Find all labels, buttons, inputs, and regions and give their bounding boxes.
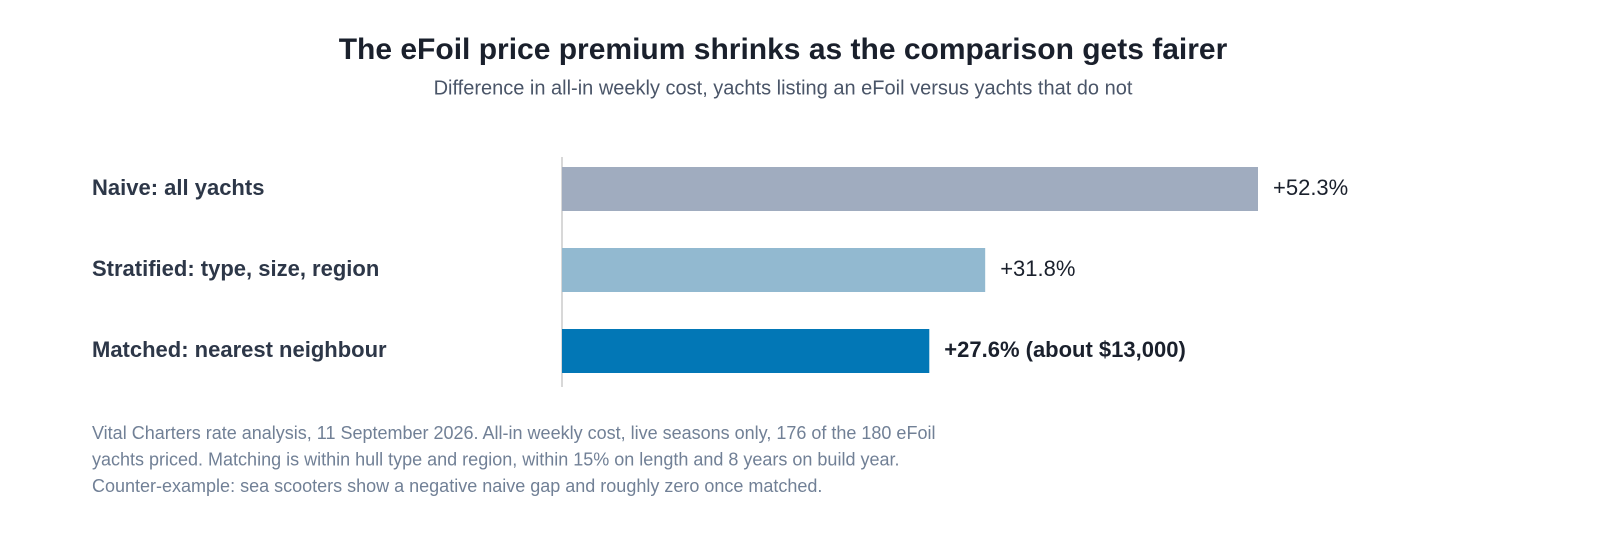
category-label: Stratified: type, size, region	[92, 256, 379, 281]
bar	[562, 329, 930, 373]
value-label: +31.8%	[1000, 256, 1075, 281]
chart-subtitle: Difference in all-in weekly cost, yachts…	[434, 77, 1133, 99]
bar	[562, 167, 1258, 211]
footnote: Counter-example: sea scooters show a neg…	[92, 476, 822, 496]
value-label: +52.3%	[1273, 175, 1348, 200]
footnote: yachts priced. Matching is within hull t…	[92, 449, 899, 469]
category-label: Matched: nearest neighbour	[92, 337, 387, 362]
bar	[562, 248, 986, 292]
value-label: +27.6% (about $13,000)	[944, 337, 1186, 362]
chart-title: The eFoil price premium shrinks as the c…	[339, 33, 1228, 66]
footnote: Vital Charters rate analysis, 11 Septemb…	[92, 423, 935, 443]
category-label: Naive: all yachts	[92, 175, 264, 200]
